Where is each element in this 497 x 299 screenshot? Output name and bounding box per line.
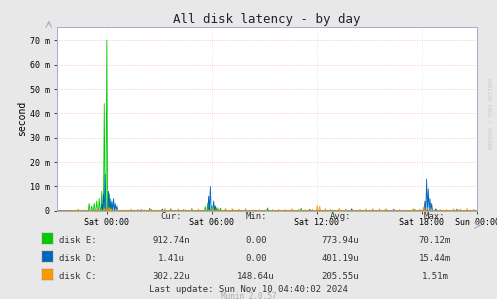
Text: Cur:: Cur: (161, 212, 182, 221)
Text: Max:: Max: (424, 212, 446, 221)
Text: disk C:: disk C: (59, 272, 96, 281)
Text: Min:: Min: (245, 212, 267, 221)
Text: 205.55u: 205.55u (322, 272, 359, 281)
Text: 773.94u: 773.94u (322, 236, 359, 245)
Text: 70.12m: 70.12m (419, 236, 451, 245)
Title: All disk latency - by day: All disk latency - by day (173, 13, 361, 26)
Text: 148.64u: 148.64u (237, 272, 275, 281)
Text: Last update: Sun Nov 10 04:40:02 2024: Last update: Sun Nov 10 04:40:02 2024 (149, 285, 348, 294)
Text: Avg:: Avg: (330, 212, 351, 221)
Text: 302.22u: 302.22u (153, 272, 190, 281)
Text: 0.00: 0.00 (245, 236, 267, 245)
Text: 1.51m: 1.51m (421, 272, 448, 281)
Text: disk E:: disk E: (59, 236, 96, 245)
Text: RRDTOOL / TOBI OETIKER: RRDTOOL / TOBI OETIKER (489, 78, 494, 150)
Text: 912.74n: 912.74n (153, 236, 190, 245)
Text: 15.44m: 15.44m (419, 254, 451, 263)
Text: 401.19u: 401.19u (322, 254, 359, 263)
Text: 0.00: 0.00 (245, 254, 267, 263)
Y-axis label: second: second (17, 101, 27, 136)
Text: disk D:: disk D: (59, 254, 96, 263)
Text: 1.41u: 1.41u (158, 254, 185, 263)
Text: Munin 2.0.57: Munin 2.0.57 (221, 292, 276, 299)
